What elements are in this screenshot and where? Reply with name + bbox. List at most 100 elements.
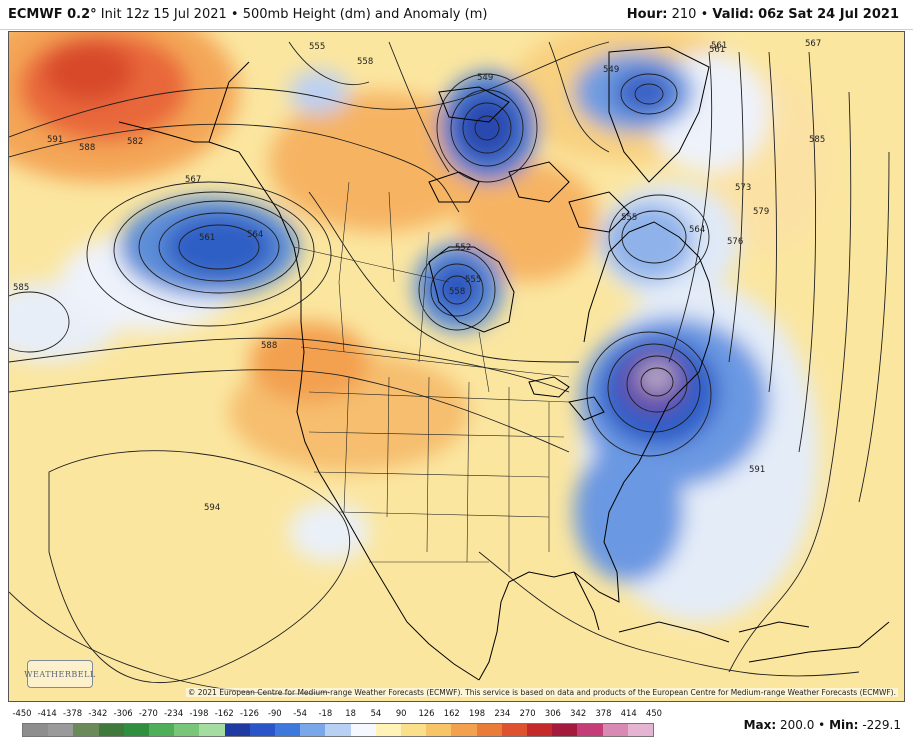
max-value: 200.0 [779, 718, 815, 732]
colorbar-swatch [73, 724, 99, 736]
contour-label: 576 [727, 237, 743, 247]
colorbar-tick-label: 378 [595, 708, 612, 718]
colorbar-swatch [249, 724, 276, 736]
header-left: ECMWF 0.2° Init 12z 15 Jul 2021 • 500mb … [8, 7, 487, 22]
colorbar-swatch [476, 724, 502, 736]
colorbar-tick-label: 306 [544, 708, 561, 718]
colorbar-tick-label: -342 [88, 708, 108, 718]
contour-label: 549 [477, 73, 493, 83]
anomaly-colorbar: -450 -414 -378 -342 -306 -270 -234 -198 -162 -126… [12, 708, 662, 748]
logo-text: WEATHERBELL [24, 669, 96, 679]
contour-label: 567 [185, 175, 201, 185]
hour-label: Hour: [626, 7, 668, 22]
separator-dot: • [230, 7, 239, 22]
contour-label: 552 [455, 243, 471, 253]
contour-label: 555 [309, 42, 325, 52]
contour-label: 564 [689, 225, 705, 235]
colorbar-tick-label: -306 [113, 708, 133, 718]
contour-label: 588 [261, 341, 277, 351]
colorbar-swatch [577, 724, 603, 736]
min-value: -229.1 [862, 718, 901, 732]
colorbar-swatch [199, 724, 225, 736]
max-min-readout: Max: 200.0 • Min: -229.1 [744, 718, 901, 732]
colorbar-swatch [98, 724, 124, 736]
contour-label: 585 [13, 283, 29, 293]
colorbar-tick-label: -234 [164, 708, 184, 718]
coastlines [118, 46, 890, 681]
colorbar-swatch [48, 724, 74, 736]
colorbar-swatch [23, 724, 49, 736]
contour-label: 555 [621, 213, 637, 223]
colorbar-swatch [224, 724, 250, 736]
map-header: ECMWF 0.2° Init 12z 15 Jul 2021 • 500mb … [0, 0, 913, 30]
contour-label: 555 [465, 275, 481, 285]
colorbar-tick-label: 234 [494, 708, 511, 718]
colorbar-tick-label: -90 [267, 708, 282, 718]
contour-label: 591 [749, 465, 765, 475]
colorbar-tick-label: 126 [418, 708, 435, 718]
contour-label: 573 [735, 183, 751, 193]
valid-label: Valid: [712, 7, 754, 22]
colorbar-swatch [300, 724, 326, 736]
contour-label: 561 [199, 233, 215, 243]
min-label: Min: [829, 718, 859, 732]
colorbar-tick-label: 198 [469, 708, 486, 718]
colorbar-swatch [501, 724, 528, 736]
colorbar-swatch [527, 724, 553, 736]
colorbar-swatch [325, 724, 351, 736]
contour-label: 561 [711, 41, 727, 51]
contour-label: 594 [204, 503, 220, 513]
colorbar-tick-label: 414 [620, 708, 637, 718]
contour-label: 567 [805, 39, 821, 49]
field-name: 500mb Height (dm) and Anomaly (m) [242, 7, 488, 22]
map-canvas: 555 558 549 549 561 567 591 588 582 567 … [9, 32, 904, 701]
colorbar-swatch [552, 724, 578, 736]
colorbar-swatch [350, 724, 376, 736]
contour-label: 585 [809, 135, 825, 145]
colorbar-tick-label: 162 [443, 708, 460, 718]
colorbar-swatch [123, 724, 150, 736]
copyright-notice: © 2021 European Centre for Medium-range … [185, 688, 898, 697]
colorbar-tick-label: 342 [570, 708, 587, 718]
colorbar-tick-label: -162 [214, 708, 234, 718]
colorbar-swatch [451, 724, 477, 736]
colorbar-tick-label: -450 [12, 708, 32, 718]
forecast-map[interactable]: 555 558 549 549 561 567 591 588 582 567 … [8, 31, 905, 702]
contour-label: 591 [47, 135, 63, 145]
weatherbell-logo: WEATHERBELL [24, 660, 96, 688]
contour-labels: 555 558 549 549 561 567 591 588 582 567 … [13, 39, 825, 513]
contour-label: 558 [449, 287, 465, 297]
colorbar-swatch [375, 724, 402, 736]
colorbar-tick-label: -378 [63, 708, 83, 718]
colorbar-tick-label: -18 [318, 708, 333, 718]
valid-value: 06z Sat 24 Jul 2021 [758, 7, 899, 22]
header-right: Hour: 210 • Valid: 06z Sat 24 Jul 2021 [627, 7, 899, 22]
colorbar-swatch [149, 724, 175, 736]
colorbar-tick-label: -414 [37, 708, 57, 718]
contour-label: 582 [127, 137, 143, 147]
colorbar-swatch [627, 724, 654, 736]
colorbar-tick-labels: -450 -414 -378 -342 -306 -270 -234 -198 -162 -126… [12, 708, 662, 722]
colorbar-tick-label: 90 [395, 708, 407, 718]
init-time: Init 12z 15 Jul 2021 [100, 7, 227, 22]
colorbar-swatch [275, 724, 301, 736]
contour-label: 588 [79, 143, 95, 153]
contour-label: 558 [357, 57, 373, 67]
colorbar-tick-label: 54 [370, 708, 382, 718]
model-name: ECMWF 0.2° [8, 7, 97, 22]
political-borders [293, 181, 570, 572]
anomaly-shading [9, 32, 829, 622]
colorbar-swatch [602, 724, 628, 736]
colorbar-tick-label: 450 [646, 708, 662, 718]
height-contours [9, 41, 890, 695]
colorbar-swatch [174, 724, 200, 736]
colorbar-tick-label: -198 [189, 708, 209, 718]
colorbar-tick-label: 18 [345, 708, 356, 718]
contour-label: 579 [753, 207, 769, 217]
contour-label: 564 [247, 230, 263, 240]
separator-dot: • [700, 7, 709, 22]
max-label: Max: [743, 718, 777, 732]
colorbar-tick-label: -270 [138, 708, 158, 718]
colorbar-swatches [22, 723, 654, 737]
separator-dot: • [818, 718, 826, 732]
